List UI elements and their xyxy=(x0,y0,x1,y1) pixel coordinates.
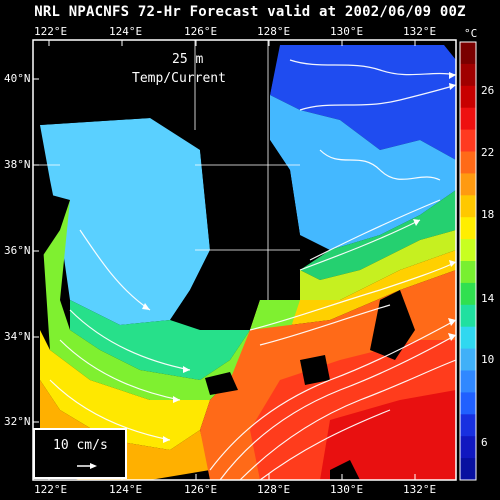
lon-label-top: 126°E xyxy=(184,25,218,38)
colorbar-segment xyxy=(460,239,476,262)
colorbar-segment xyxy=(460,326,476,350)
lon-label-bottom: 124°E xyxy=(109,483,143,496)
colorbar-segment xyxy=(460,414,476,437)
map-frame xyxy=(32,39,457,481)
lon-label-bottom: 122°E xyxy=(34,483,68,496)
lat-label: 34°N xyxy=(4,330,31,343)
colorbar-segment xyxy=(460,458,476,481)
lon-label-top: 128°E xyxy=(257,25,291,38)
scale-arrow-icon xyxy=(77,463,97,469)
lon-label-bottom: 128°E xyxy=(257,483,291,496)
colorbar-tick: 10 xyxy=(481,353,495,366)
colorbar-segment xyxy=(460,173,476,196)
lon-label-top: 124°E xyxy=(109,25,143,38)
colorbar-segment xyxy=(460,217,476,240)
colorbar-segment xyxy=(460,63,476,87)
colorbar-tick: 26 xyxy=(481,84,495,97)
colorbar-segment xyxy=(460,42,476,65)
lon-label-top: 132°E xyxy=(403,25,437,38)
lon-label-bottom: 126°E xyxy=(184,483,218,496)
depth-label: 25 m xyxy=(172,52,204,67)
colorbar-segment xyxy=(460,85,476,109)
lat-label: 36°N xyxy=(4,244,31,257)
current-arrowheads xyxy=(142,72,456,443)
colorbar-tick: 14 xyxy=(481,292,495,305)
axis-ticks xyxy=(33,40,416,480)
colorbar-segment xyxy=(460,304,476,328)
lat-label: 38°N xyxy=(4,158,31,171)
lat-label: 32°N xyxy=(4,415,31,428)
map-title: NRL NPACNFS 72-Hr Forecast valid at 2002… xyxy=(34,4,466,20)
colorbar-segment xyxy=(460,261,476,284)
lon-label-top: 130°E xyxy=(330,25,364,38)
colorbar-segment xyxy=(460,107,476,131)
temperature-field xyxy=(33,40,456,480)
colorbar xyxy=(460,42,476,481)
colorbar-segment xyxy=(460,151,476,174)
colorbar-unit: °C xyxy=(464,27,478,40)
colorbar-tick: 22 xyxy=(481,146,495,159)
colorbar-tick: 6 xyxy=(481,436,488,449)
colorbar-segment xyxy=(460,436,476,459)
colorbar-segment xyxy=(460,370,476,393)
colorbar-segment xyxy=(460,129,476,152)
field-label: Temp/Current xyxy=(132,71,226,86)
lat-lon-grid xyxy=(33,40,300,300)
scale-legend: 10 cm/s xyxy=(33,428,127,479)
current-vectors xyxy=(49,59,457,481)
lon-label-top: 122°E xyxy=(34,25,68,38)
colorbar-tick: 18 xyxy=(481,208,495,221)
lon-label-bottom: 132°E xyxy=(403,483,437,496)
scale-label: 10 cm/s xyxy=(53,438,108,453)
lon-label-bottom: 130°E xyxy=(330,483,364,496)
colorbar-frame xyxy=(459,41,477,481)
colorbar-segment xyxy=(460,392,476,415)
colorbar-segment xyxy=(460,348,476,371)
colorbar-segment xyxy=(460,282,476,306)
lat-label: 40°N xyxy=(4,72,31,85)
colorbar-segment xyxy=(460,195,476,218)
